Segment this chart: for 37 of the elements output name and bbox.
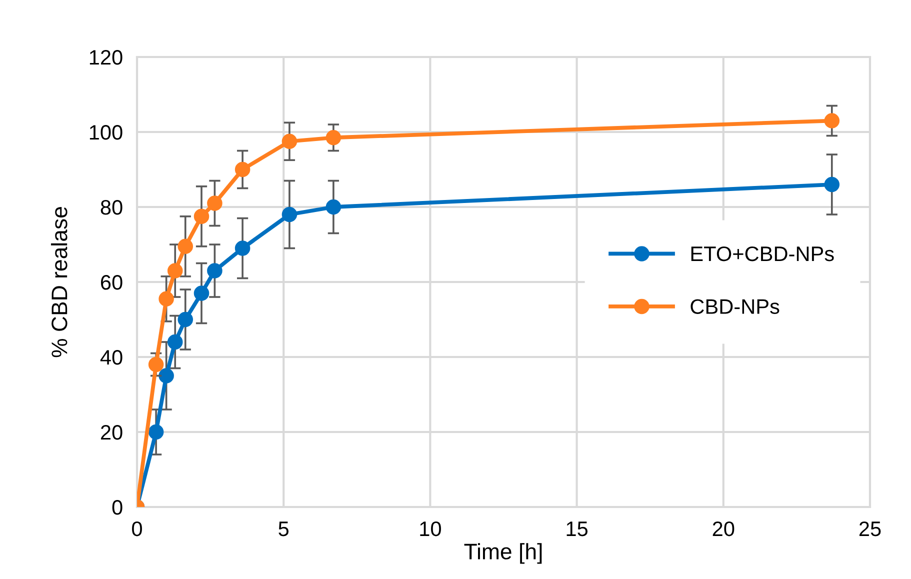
x-tick-label: 5	[278, 522, 289, 536]
y-tick-label: 60	[101, 275, 122, 290]
y-tick-label: 0	[112, 500, 122, 515]
point	[158, 291, 174, 307]
y-tick-label: 20	[100, 425, 122, 440]
point	[207, 263, 222, 278]
y-tick-label: 120	[90, 50, 122, 65]
point	[167, 334, 183, 350]
point	[824, 113, 840, 128]
point	[194, 208, 210, 224]
point	[194, 286, 210, 301]
point	[178, 312, 194, 328]
point	[167, 263, 183, 278]
x-axis-title: Time [h]	[464, 543, 542, 564]
x-tick-label: 20	[712, 521, 734, 536]
x-tick-label: 10	[420, 521, 441, 536]
point	[148, 424, 164, 440]
point	[326, 130, 342, 146]
point	[158, 368, 174, 384]
y-tick-label: 40	[100, 350, 122, 365]
point	[234, 162, 250, 178]
point	[824, 176, 840, 192]
x-tick-label: 25	[859, 521, 881, 536]
x-tick-label: 0	[132, 521, 142, 536]
point	[207, 196, 222, 211]
point	[148, 356, 164, 372]
point	[282, 206, 298, 222]
point	[282, 134, 298, 150]
point	[178, 238, 194, 254]
y-tick-label: 100	[90, 125, 122, 140]
y-tick-label: 80	[100, 200, 122, 215]
legend-label: CBD-NPs	[690, 299, 780, 314]
y-axis-title: % CBD realase	[50, 207, 68, 358]
x-tick-label: 15	[566, 522, 588, 536]
point	[326, 199, 342, 215]
legend-label: ETO+CBD-NPs	[691, 246, 834, 262]
point	[234, 240, 250, 256]
